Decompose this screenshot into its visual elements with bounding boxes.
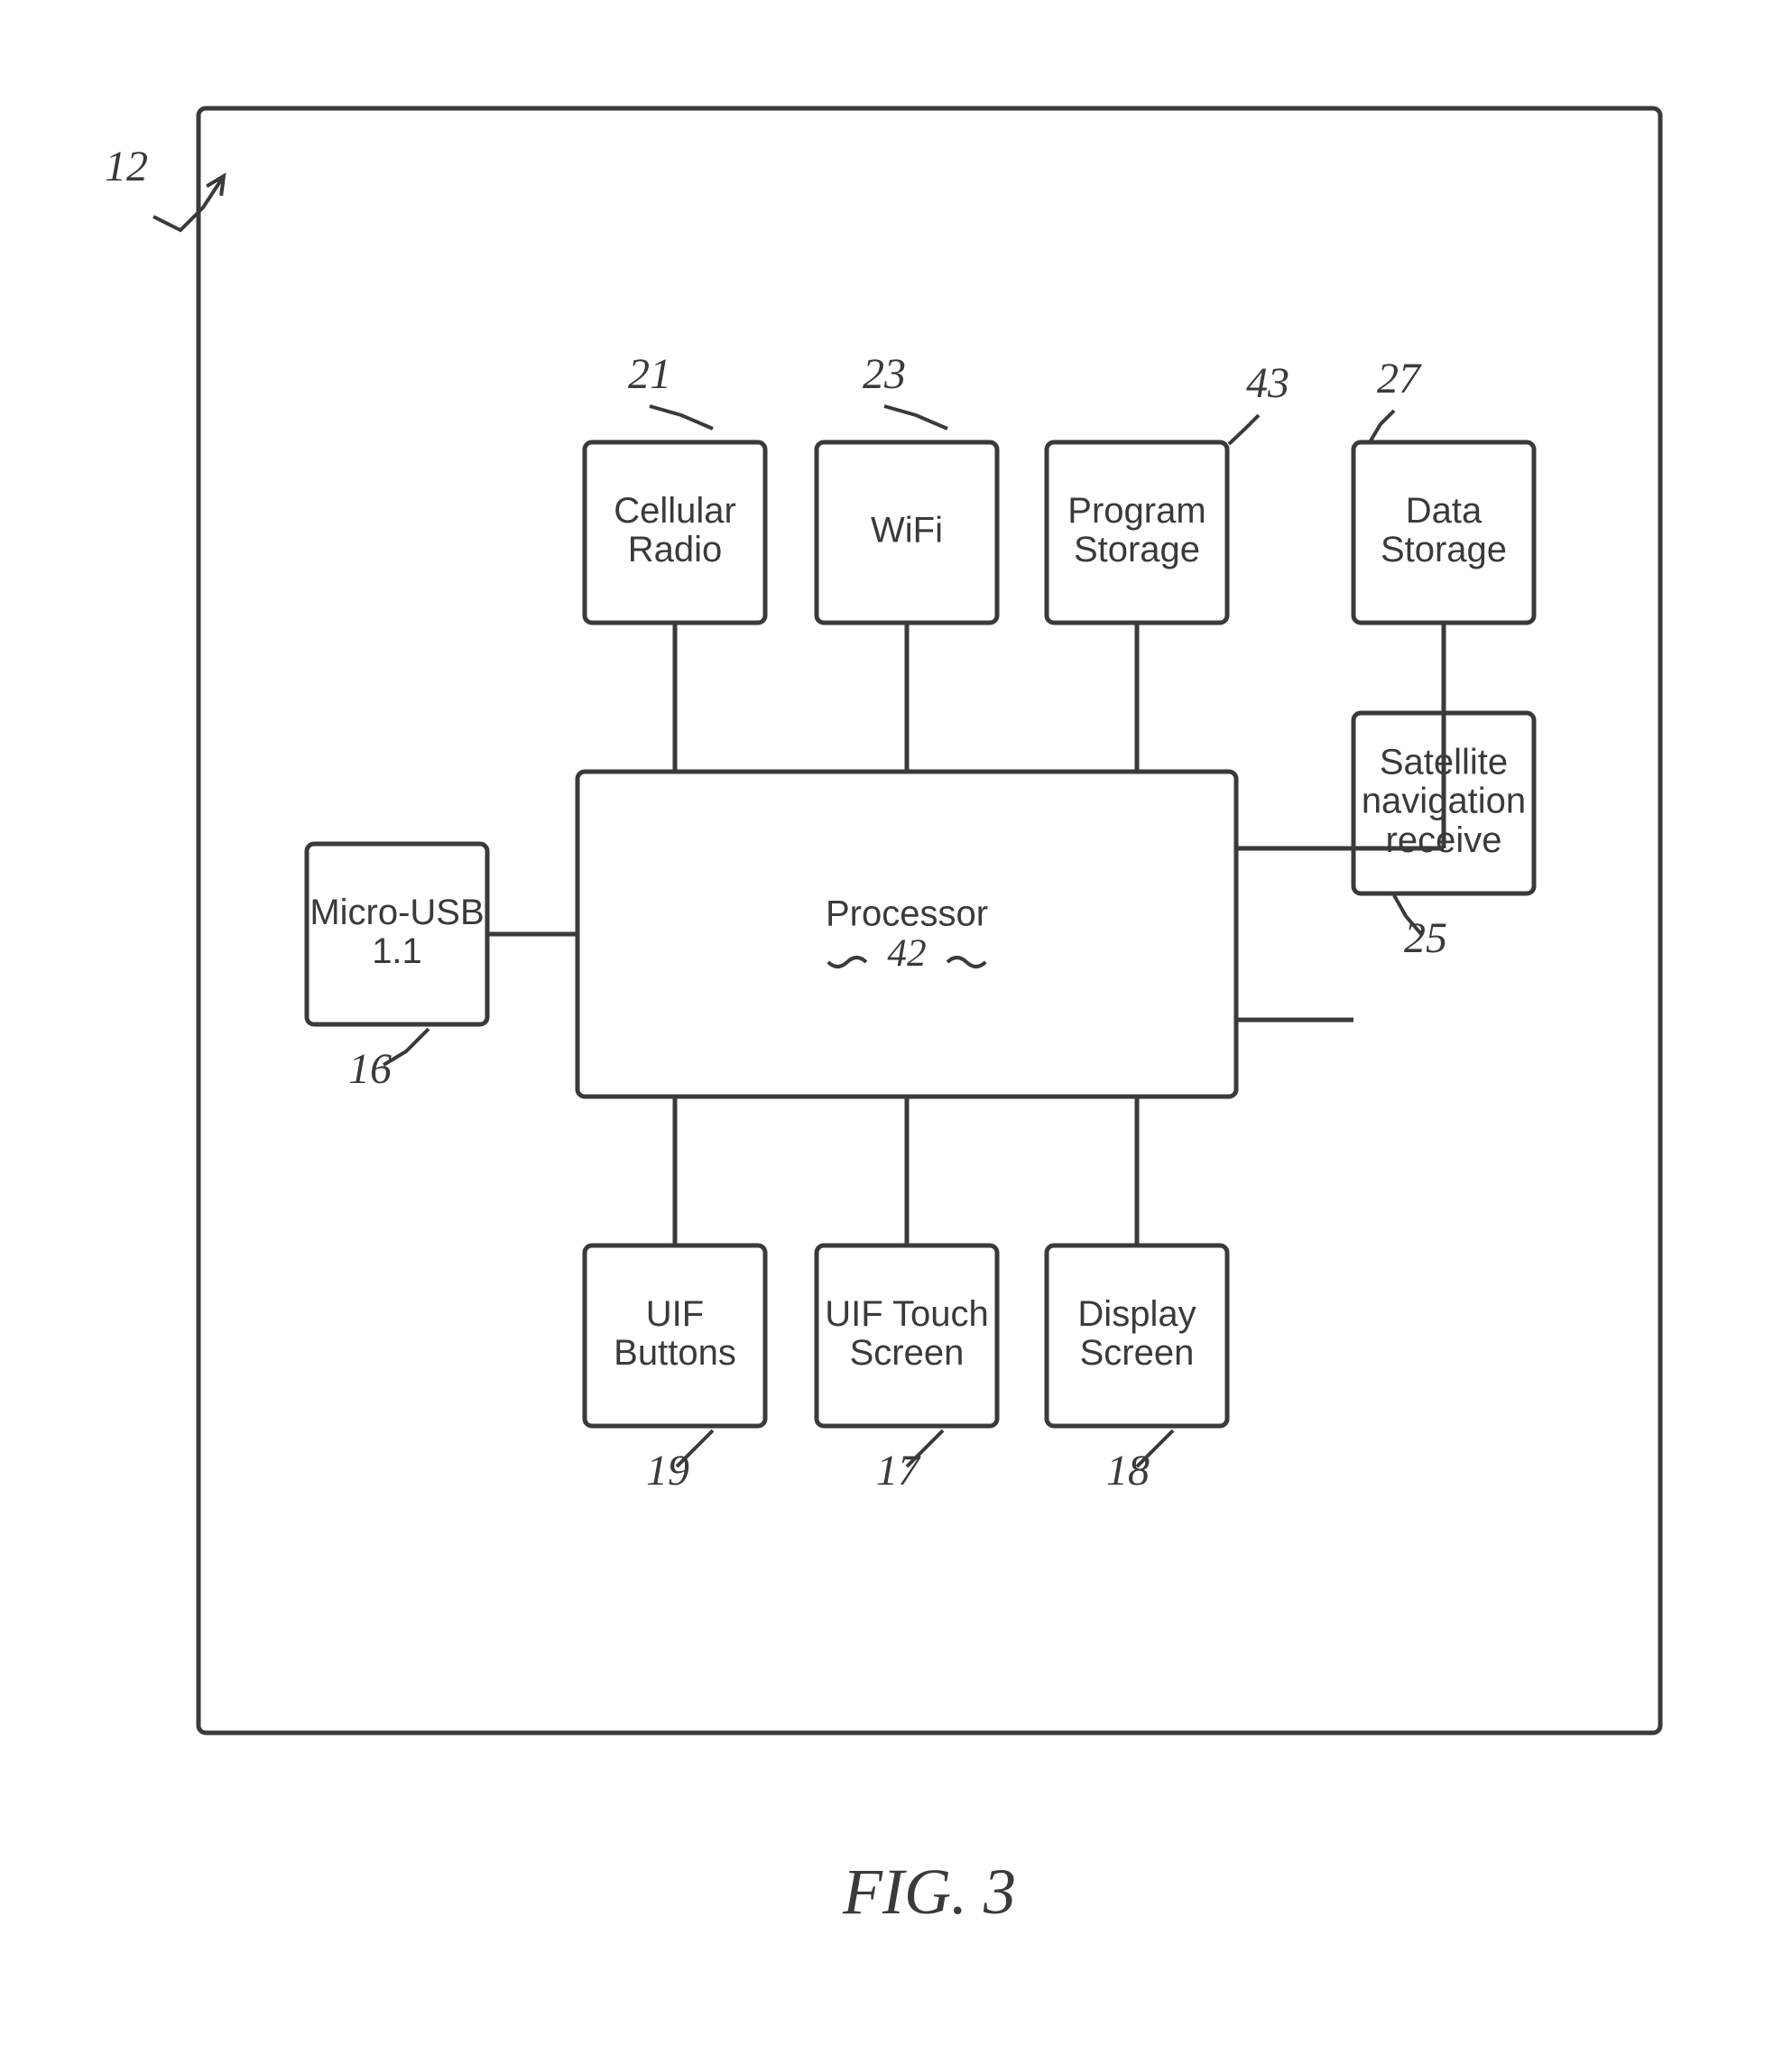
node-microusb-label: 1.1: [372, 931, 422, 971]
ref-data: 27: [1377, 355, 1422, 403]
node-cellular-label: Radio: [628, 530, 723, 569]
node-uiftouch-label: UIF Touch: [825, 1294, 989, 1334]
ref-uiftouch: 17: [876, 1447, 921, 1495]
processor-ref: 42: [887, 932, 926, 975]
ref-12: 12: [105, 143, 148, 190]
processor-label: Processor: [826, 894, 988, 934]
tilde-left: [828, 958, 866, 967]
ref-uifbtn: 19: [646, 1447, 689, 1495]
node-satnav-label: receive: [1386, 820, 1502, 860]
ref-display: 18: [1106, 1447, 1150, 1495]
node-microusb-label: Micro-USB: [309, 893, 484, 932]
node-data-label: Data: [1406, 491, 1483, 531]
ref-wifi: 23: [863, 350, 906, 398]
node-program-label: Storage: [1074, 530, 1200, 569]
figure-caption: FIG. 3: [842, 1856, 1016, 1928]
node-satnav-label: navigation: [1362, 782, 1526, 821]
tilde-right: [947, 958, 985, 967]
leader-program: [1229, 415, 1259, 444]
node-uifbtn-label: UIF: [646, 1294, 704, 1334]
node-satnav-label: Satellite: [1380, 742, 1508, 782]
leader-wifi: [884, 406, 947, 429]
leader-cellular: [650, 406, 713, 429]
node-cellular-label: Cellular: [614, 491, 736, 531]
node-uifbtn-label: Buttons: [614, 1333, 736, 1373]
ref-microusb: 16: [348, 1045, 392, 1093]
node-program-label: Program: [1067, 491, 1205, 531]
node-display-label: Screen: [1080, 1333, 1195, 1373]
node-display-label: Display: [1077, 1294, 1196, 1334]
node-data-label: Storage: [1381, 530, 1507, 569]
node-uiftouch-label: Screen: [850, 1333, 965, 1373]
node-wifi-label: WiFi: [871, 511, 943, 551]
ref-cellular: 21: [628, 350, 671, 398]
leader-data: [1370, 411, 1394, 442]
ref-program: 43: [1246, 359, 1289, 407]
